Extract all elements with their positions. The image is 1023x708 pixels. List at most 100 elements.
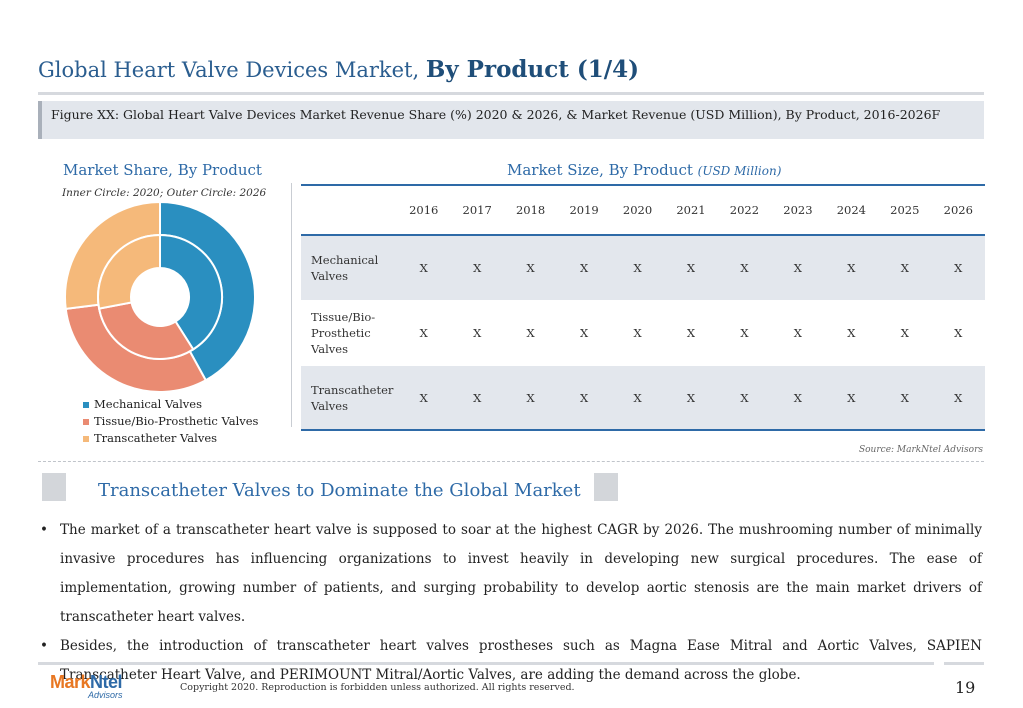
legend-label: Transcatheter Valves [94,431,218,445]
bullet-item: • The market of a transcatheter heart val… [40,516,982,632]
table-header-row: 2016 2017 2018 2019 2020 2021 2022 2023 … [301,186,985,236]
bullet-dot: • [40,638,48,654]
vertical-divider [291,183,292,427]
dashed-divider [38,461,984,462]
table-cell: X [954,326,963,340]
page-number: 19 [955,678,976,697]
table-cell: X [633,326,642,340]
table-cell: X [686,261,696,275]
table-cell: X [847,261,856,275]
inner-slice-mechanical [159,233,223,351]
table-cell: X [847,390,856,405]
title-bold: By Product (1/4) [425,56,640,83]
table-cell: X [900,261,909,275]
table-cell: X [633,390,642,405]
table-cell: X [526,390,535,405]
table-cell: X [526,326,535,340]
table-cell: X [954,261,963,275]
year-header: 2025 [878,186,932,236]
bullet-item: • Besides, the introduction of transcathe… [40,632,982,690]
circle-note: Inner Circle: 2020; Outer Circle: 2026 [62,187,267,199]
market-size-heading: Market Size, By Product (USD Million) [507,161,781,179]
table-cell: X [579,390,589,405]
inner-slice-tissue [97,301,195,360]
caption-accent-bar [38,101,42,139]
table-row: Mechanical Valves X X X X X X X X X X X [301,235,985,300]
table-cell: X [686,390,696,405]
row-label: Tissue/Bio-Prosthetic Valves [311,310,376,356]
title-rule [38,92,984,95]
footer-rule-short [944,662,984,665]
legend-swatch-mechanical [83,401,89,408]
title-normal: Global Heart Valve Devices Market, [38,58,426,82]
table-cell: X [526,261,535,275]
year-header: 2017 [450,186,504,236]
legend-item-mechanical: Mechanical Valves [83,396,258,413]
table-cell: X [419,261,428,275]
year-header: 2026 [931,186,985,236]
footer-rule [38,662,934,665]
bullet-text: The market of a transcatheter heart valv… [60,522,982,625]
year-header: 2016 [397,186,451,236]
market-size-unit: (USD Million) [697,164,782,178]
page-title: Global Heart Valve Devices Market, By Pr… [38,56,639,83]
year-header: 2019 [557,186,611,236]
year-header: 2021 [664,186,718,236]
subheading-left-block [42,473,66,501]
bullet-dot: • [40,522,48,538]
row-label: Transcatheter Valves [311,382,394,413]
table-cell: X [419,390,428,405]
legend-swatch-transcatheter [83,435,89,442]
logo-subtext: Advisors [88,690,123,700]
table-cell: X [473,326,482,340]
year-header: 2022 [717,186,772,236]
legend-item-transcatheter: Transcatheter Valves [83,430,258,447]
subheading-right-block [594,473,618,501]
table-cell: X [579,261,589,275]
market-size-heading-text: Market Size, By Product [507,161,698,179]
logo-wordmark: MarkNtel [50,672,123,693]
year-header: 2024 [824,186,879,236]
year-header: 2020 [610,186,665,236]
outer-ring-2026 [64,200,256,393]
bullet-text: Besides, the introduction of transcathet… [60,638,982,683]
table-cell: X [900,390,909,405]
table-cell: X [740,261,749,275]
company-logo: MarkNtel Advisors [50,672,123,700]
legend-swatch-tissue [83,418,89,425]
table-cell: X [473,390,482,405]
table-cell: X [793,390,802,405]
market-share-heading: Market Share, By Product [63,161,262,179]
bullet-list: • The market of a transcatheter heart val… [40,516,982,690]
table-row: Tissue/Bio-Prosthetic Valves X X X X X X… [301,300,985,366]
table-cell: X [740,390,749,405]
table-cell: X [793,261,802,275]
header-blank-cell [301,186,397,236]
year-header: 2018 [503,186,558,236]
market-size-table: 2016 2017 2018 2019 2020 2021 2022 2023 … [301,184,985,431]
table-cell: X [419,326,428,340]
table-row: Transcatheter Valves X X X X X X X X X X… [301,366,985,429]
chart-legend: Mechanical Valves Tissue/Bio-Prosthetic … [83,396,258,447]
legend-label: Mechanical Valves [94,397,202,411]
legend-label: Tissue/Bio-Prosthetic Valves [94,414,259,428]
figure-caption: Figure XX: Global Heart Valve Devices Ma… [51,107,941,122]
table-cell: X [793,326,802,340]
table-cell: X [847,326,856,340]
table-cell: X [633,261,642,275]
source-note: Source: MarkNtel Advisors [858,445,983,455]
legend-item-tissue: Tissue/Bio-Prosthetic Valves [83,413,258,430]
row-label: Mechanical Valves [311,253,379,283]
logo-part2: Ntel [90,672,123,692]
donut-chart [64,200,256,393]
table-cell: X [740,326,749,340]
inner-slice-transcatheter [97,233,161,310]
subheading: Transcatheter Valves to Dominate the Glo… [98,480,581,501]
table-cell: X [686,326,696,340]
figure-caption-box: Figure XX: Global Heart Valve Devices Ma… [38,101,984,139]
table-cell: X [579,326,589,340]
table-cell: X [954,390,963,405]
table-cell: X [473,261,482,275]
inner-ring-2020 [97,233,223,360]
copyright-text: Copyright 2020. Reproduction is forbidde… [180,682,575,693]
